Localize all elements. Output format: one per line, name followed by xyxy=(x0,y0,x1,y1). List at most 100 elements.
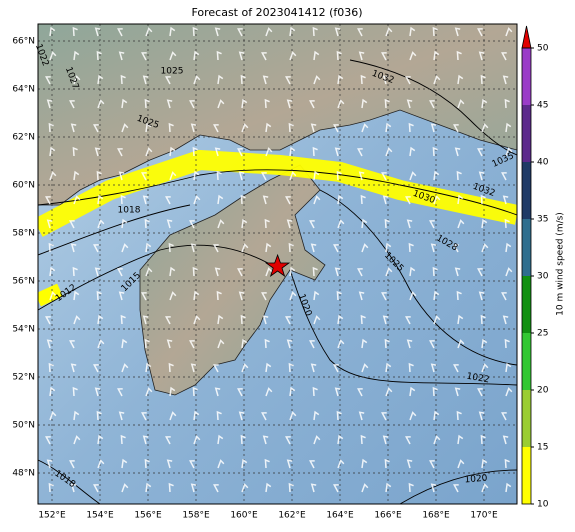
wind-barb xyxy=(406,219,413,229)
wind-barb xyxy=(145,387,153,397)
wind-barb xyxy=(214,267,221,277)
wind-barb xyxy=(408,482,414,493)
wind-barb xyxy=(361,98,368,109)
wind-barb xyxy=(456,50,462,61)
wind-barb xyxy=(433,50,440,61)
colorbar-tick-label: 30 xyxy=(537,272,549,282)
wind-barb xyxy=(357,28,363,37)
wind-barb xyxy=(313,50,320,61)
wind-barb xyxy=(453,124,459,133)
lat-label: 62°N xyxy=(12,133,35,143)
wind-barb xyxy=(481,483,489,493)
wind-barb xyxy=(405,436,411,445)
wind-barb xyxy=(505,267,513,277)
wind-barb xyxy=(289,171,297,181)
colorbar-tick-label: 35 xyxy=(537,215,548,225)
wind-barb xyxy=(409,266,416,277)
wind-barb xyxy=(405,196,411,205)
wind-barb xyxy=(46,99,53,109)
wind-barb xyxy=(46,339,53,349)
wind-barb xyxy=(289,411,297,421)
colorbar-tick-label: 50 xyxy=(537,44,549,54)
colorbar-segment xyxy=(522,447,531,504)
wind-barb xyxy=(336,170,342,181)
wind-barb xyxy=(333,244,339,253)
wind-barb xyxy=(480,314,486,325)
wind-barb xyxy=(409,291,417,301)
wind-barb xyxy=(409,386,416,397)
lat-label: 66°N xyxy=(12,37,35,47)
wind-barb xyxy=(288,122,294,133)
wind-barb xyxy=(481,243,489,253)
wind-barb xyxy=(217,99,225,109)
wind-barb xyxy=(165,436,171,445)
wind-barb xyxy=(240,194,246,205)
wind-barb xyxy=(265,242,272,253)
wind-barb xyxy=(262,435,269,445)
wind-barb xyxy=(145,482,152,493)
wind-barb xyxy=(97,339,105,349)
wind-barb xyxy=(217,339,225,349)
wind-barb xyxy=(237,148,243,157)
wind-barb xyxy=(49,146,56,157)
map-background xyxy=(38,24,517,504)
wind-barb xyxy=(190,243,197,253)
wind-barb xyxy=(169,26,176,37)
wind-barb xyxy=(93,124,99,133)
wind-barb xyxy=(432,26,438,37)
wind-barb xyxy=(217,434,224,445)
wind-barb xyxy=(97,219,105,229)
colorbar-segment xyxy=(522,333,531,390)
wind-barb xyxy=(433,195,441,205)
wind-barb xyxy=(213,364,219,373)
wind-barb xyxy=(286,219,293,229)
wind-barb xyxy=(457,434,464,445)
wind-barb xyxy=(94,387,101,397)
wind-barb xyxy=(142,75,149,85)
wind-barb xyxy=(313,410,320,421)
wind-barb xyxy=(169,171,177,181)
wind-barb xyxy=(312,26,318,37)
wind-barb xyxy=(312,266,318,277)
colorbar-tick-label: 20 xyxy=(537,386,549,396)
wind-barb xyxy=(262,195,269,205)
wind-barb xyxy=(501,412,507,421)
wind-barb xyxy=(96,50,102,61)
wind-barb xyxy=(481,338,488,349)
wind-barb xyxy=(289,26,296,37)
wind-barb xyxy=(480,74,486,85)
wind-barb xyxy=(169,51,177,61)
wind-barb xyxy=(408,362,414,373)
wind-barb xyxy=(505,362,512,373)
wind-barb xyxy=(333,124,339,133)
wind-barb xyxy=(192,386,198,397)
wind-barb xyxy=(265,482,272,493)
wind-barb xyxy=(144,98,150,109)
wind-barb xyxy=(454,27,461,37)
wind-barb xyxy=(261,52,267,61)
wind-barb xyxy=(70,483,77,493)
wind-barb xyxy=(285,316,291,325)
wind-barb xyxy=(430,123,437,133)
lat-label: 58°N xyxy=(12,229,35,239)
wind-barb xyxy=(478,171,485,181)
wind-barb xyxy=(169,266,176,277)
wind-barb xyxy=(69,220,75,229)
wind-barb xyxy=(189,340,195,349)
wind-barb xyxy=(190,483,197,493)
wind-barb xyxy=(169,386,176,397)
wind-barb xyxy=(241,363,249,373)
wind-barb xyxy=(457,459,465,469)
wind-barb xyxy=(337,314,344,325)
wind-barb xyxy=(430,243,437,253)
wind-barb xyxy=(96,170,102,181)
wind-barb xyxy=(289,146,296,157)
wind-barb xyxy=(285,76,291,85)
wind-barb xyxy=(384,338,390,349)
wind-barb xyxy=(454,267,461,277)
wind-barb xyxy=(505,242,512,253)
wind-barb xyxy=(97,99,105,109)
wind-barb xyxy=(120,434,126,445)
wind-barb xyxy=(213,244,219,253)
wind-barb xyxy=(358,411,365,421)
